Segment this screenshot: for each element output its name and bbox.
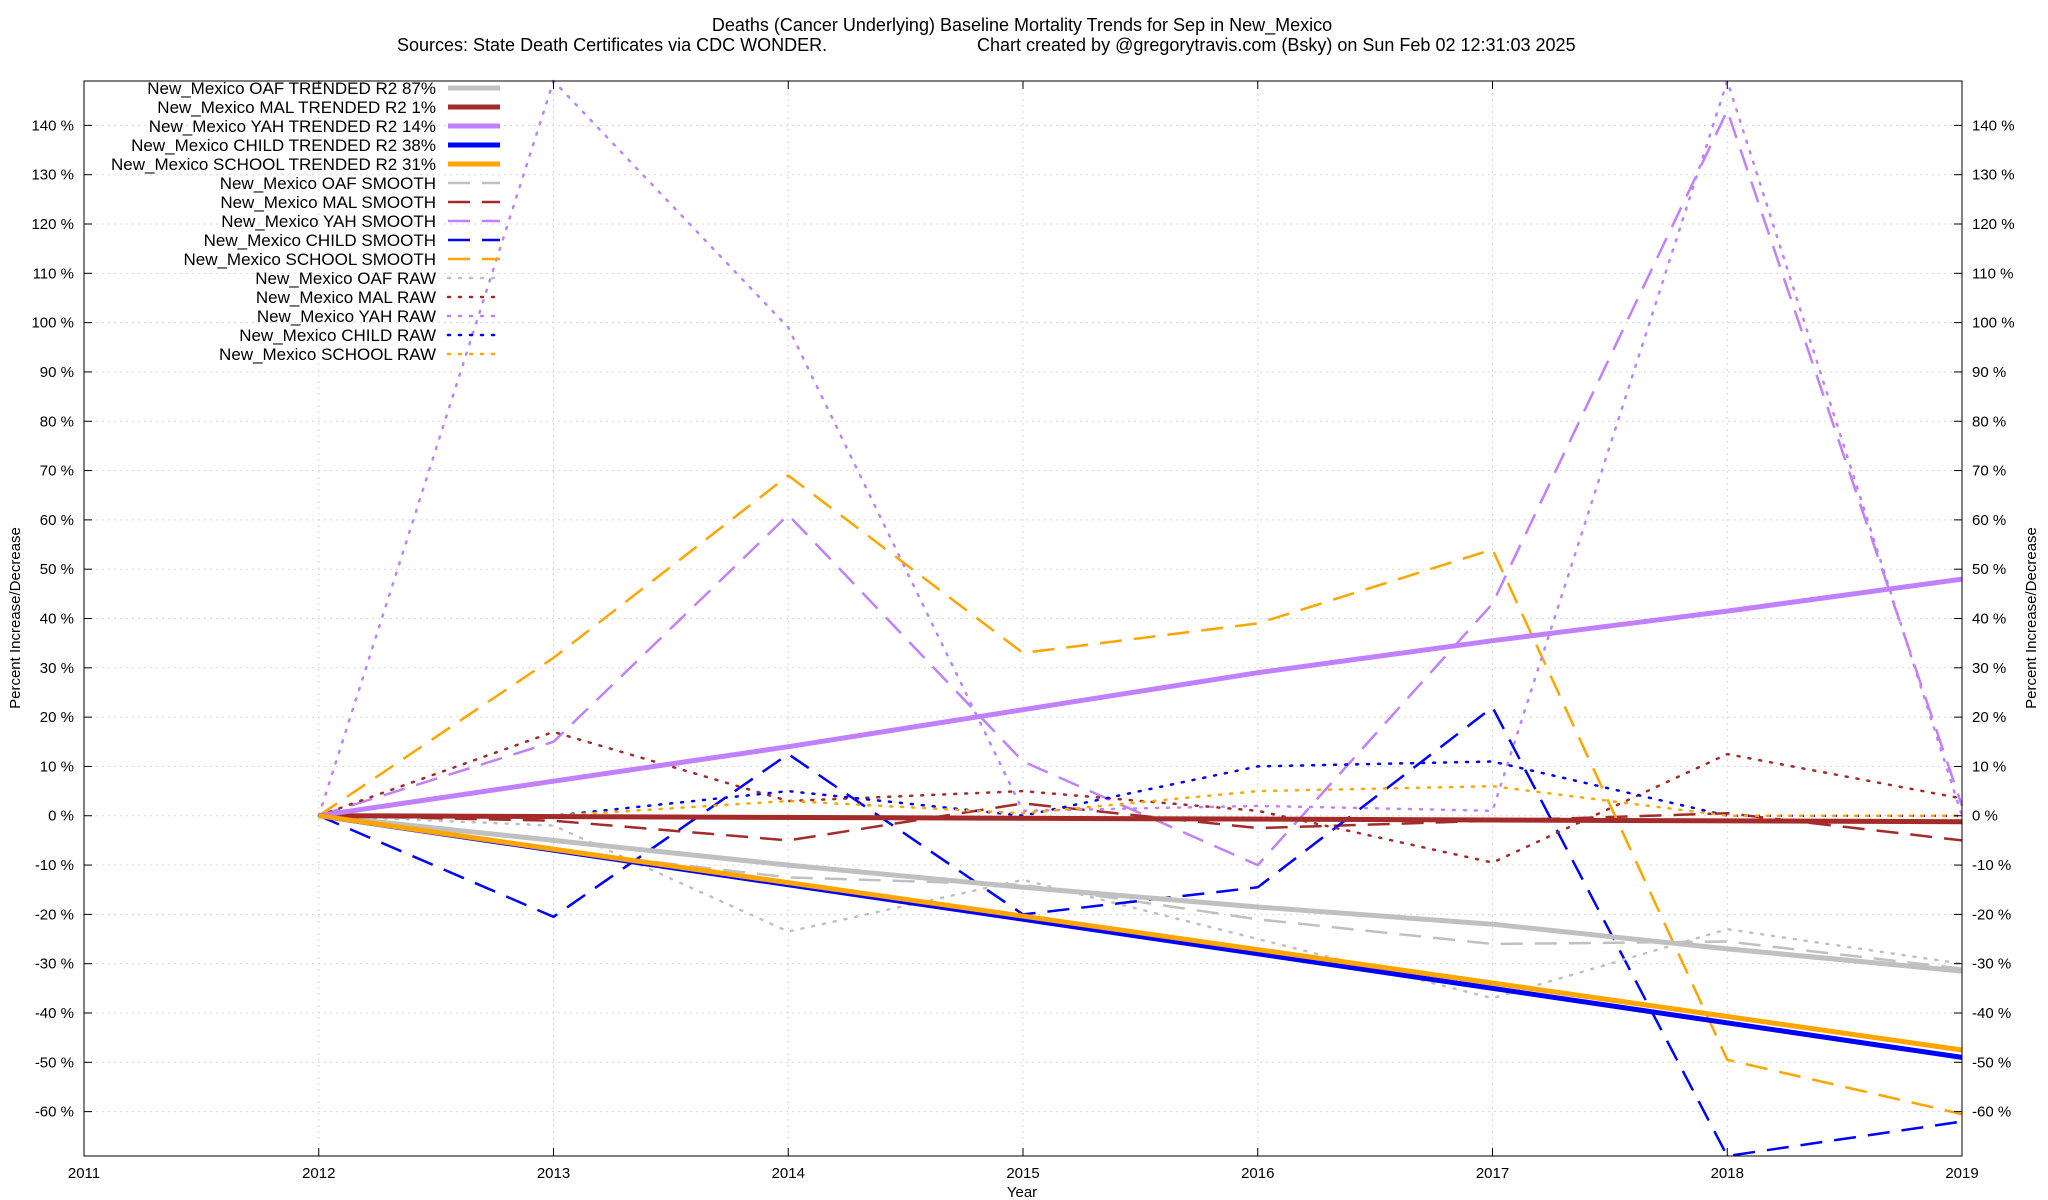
series-line-new-mexico-mal-smooth: [318, 802, 1963, 842]
legend-label-new-mexico-school-smooth: New_Mexico SCHOOL SMOOTH: [183, 250, 436, 269]
legend-label-new-mexico-mal-raw: New_Mexico MAL RAW: [256, 288, 436, 307]
x-tick-label: 2015: [1006, 1165, 1039, 1182]
y-tick-label-left: 0 %: [48, 808, 74, 825]
y-tick-label-left: 130 %: [31, 167, 74, 184]
legend-label-new-mexico-child-smooth: New_Mexico CHILD SMOOTH: [204, 231, 436, 250]
y-tick-label-right: -40 %: [1972, 1005, 2011, 1022]
y-tick-label-left: 20 %: [40, 709, 74, 726]
series-line-new-mexico-yah-trended: [318, 576, 1963, 819]
y-tick-label-left: -20 %: [35, 906, 74, 923]
y-tick-label-left: 40 %: [40, 611, 74, 628]
legend: New_Mexico OAF TRENDED R2 87%New_Mexico …: [111, 79, 502, 364]
y-tick-label-right: 120 %: [1972, 216, 2015, 233]
x-tick-label: 2016: [1241, 1165, 1274, 1182]
y-tick-label-right: -30 %: [1972, 956, 2011, 973]
legend-label-new-mexico-yah-raw: New_Mexico YAH RAW: [257, 307, 436, 326]
y-tick-label-left: 70 %: [40, 463, 74, 480]
y-tick-label-left: 30 %: [40, 660, 74, 677]
x-axis-label: Year: [1007, 1184, 1037, 1200]
series-lines: [317, 79, 1964, 1158]
chart-source: Sources: State Death Certificates via CD…: [397, 35, 827, 55]
y-tick-label-right: 60 %: [1972, 512, 2006, 529]
legend-label-new-mexico-child-trended: New_Mexico CHILD TRENDED R2 38%: [131, 136, 436, 155]
y-tick-label-right: 10 %: [1972, 758, 2006, 775]
y-tick-label-left: 90 %: [40, 364, 74, 381]
y-tick-label-right: 20 %: [1972, 709, 2006, 726]
y-tick-label-left: 10 %: [40, 758, 74, 775]
y-tick-label-right: -50 %: [1972, 1054, 2011, 1071]
y-tick-label-left: -10 %: [35, 857, 74, 874]
y-tick-label-left: 60 %: [40, 512, 74, 529]
legend-label-new-mexico-yah-trended: New_Mexico YAH TRENDED R2 14%: [149, 117, 436, 136]
series-line-new-mexico-mal-raw: [317, 730, 1964, 864]
x-tick-label: 2018: [1711, 1165, 1744, 1182]
y-tick-label-left: 110 %: [33, 265, 74, 282]
x-tick-label: 2011: [68, 1165, 100, 1182]
y-tick-label-left: -50 %: [35, 1054, 74, 1071]
y-tick-label-right: 130 %: [1972, 167, 2015, 184]
y-tick-label-right: 70 %: [1972, 463, 2006, 480]
legend-label-new-mexico-school-raw: New_Mexico SCHOOL RAW: [219, 345, 436, 364]
y-axis-label-right: Percent Increase/Decrease: [2023, 527, 2040, 709]
axis-ticks: -60 % -60 % -50 % -50 % -40 % -40 % -30 % -30 %…: [31, 81, 2015, 1182]
legend-label-new-mexico-yah-smooth: New_Mexico YAH SMOOTH: [221, 212, 436, 231]
y-tick-label-left: 120 %: [31, 216, 74, 233]
y-tick-label-right: 110 %: [1972, 265, 2013, 282]
y-tick-label-left: -60 %: [35, 1104, 74, 1121]
series-line-new-mexico-mal-trended: [318, 813, 1963, 825]
y-axis-label-left: Percent Increase/Decrease: [7, 527, 24, 709]
series-line-new-mexico-oaf-trended: [318, 813, 1963, 974]
y-tick-label-right: -60 %: [1972, 1104, 2011, 1121]
y-tick-label-right: 30 %: [1972, 660, 2006, 677]
legend-label-new-mexico-child-raw: New_Mexico CHILD RAW: [239, 326, 436, 345]
series-line-new-mexico-child-raw: [317, 760, 1964, 817]
y-tick-label-left: 80 %: [40, 413, 74, 430]
legend-label-new-mexico-oaf-raw: New_Mexico OAF RAW: [255, 269, 436, 288]
y-tick-label-right: -10 %: [1972, 857, 2011, 874]
series-line-new-mexico-school-trended: [318, 813, 1963, 1053]
y-tick-label-left: -40 %: [35, 1005, 74, 1022]
legend-label-new-mexico-oaf-smooth: New_Mexico OAF SMOOTH: [220, 174, 436, 193]
y-tick-label-left: 50 %: [40, 561, 74, 578]
y-tick-label-right: 90 %: [1972, 364, 2006, 381]
y-tick-label-left: 100 %: [31, 315, 74, 332]
y-tick-label-right: -20 %: [1972, 906, 2011, 923]
chart-title: Deaths (Cancer Underlying) Baseline Mort…: [712, 15, 1332, 36]
y-tick-label-right: 100 %: [1972, 315, 2015, 332]
legend-label-new-mexico-mal-trended: New_Mexico MAL TRENDED R2 1%: [157, 98, 436, 117]
chart-credit: Chart created by @gregorytravis.com (Bsk…: [977, 35, 1576, 55]
y-tick-label-right: 0 %: [1972, 808, 1998, 825]
legend-label-new-mexico-oaf-trended: New_Mexico OAF TRENDED R2 87%: [147, 79, 436, 98]
x-tick-label: 2017: [1476, 1165, 1509, 1182]
series-line-new-mexico-school-smooth: [318, 474, 1963, 1116]
y-tick-label-right: 140 %: [1972, 117, 2015, 134]
x-tick-label: 2012: [302, 1165, 335, 1182]
legend-label-new-mexico-school-trended: New_Mexico SCHOOL TRENDED R2 31%: [111, 155, 436, 174]
y-tick-label-right: 40 %: [1972, 611, 2006, 628]
series-line-new-mexico-yah-smooth: [318, 109, 1964, 867]
y-tick-label-right: 80 %: [1972, 413, 2006, 430]
y-tick-label-left: 140 %: [31, 117, 74, 134]
legend-label-new-mexico-mal-smooth: New_Mexico MAL SMOOTH: [220, 193, 436, 212]
x-tick-label: 2014: [772, 1165, 805, 1182]
x-tick-label: 2019: [1945, 1165, 1978, 1182]
y-tick-label-right: 50 %: [1972, 561, 2006, 578]
series-line-new-mexico-child-smooth: [318, 706, 1963, 1158]
y-tick-label-left: -30 %: [35, 956, 74, 973]
series-line-new-mexico-yah-raw: [317, 79, 1964, 817]
series-line-new-mexico-school-raw: [317, 784, 1964, 817]
x-tick-label: 2013: [537, 1165, 570, 1182]
